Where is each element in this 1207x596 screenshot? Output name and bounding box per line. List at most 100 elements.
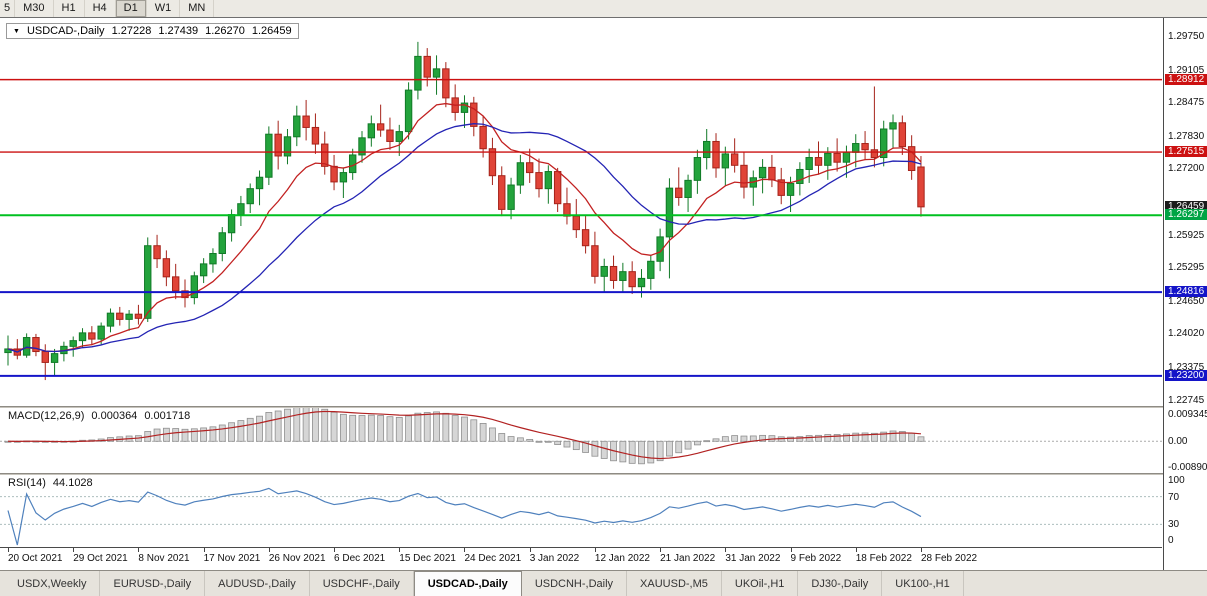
candle-body	[190, 275, 199, 299]
timeframe-button-d1[interactable]: D1	[115, 0, 147, 17]
panel-splitter-rsi[interactable]	[0, 473, 1207, 475]
candle-body	[805, 157, 813, 170]
timeframe-button-h1[interactable]: H1	[54, 0, 85, 17]
macd-histogram-bar	[395, 416, 403, 442]
candle-body	[265, 133, 273, 178]
macd-histogram-bar	[917, 436, 925, 442]
rsi-axis-label: 100	[1168, 475, 1185, 486]
macd-histogram-bar	[321, 408, 329, 442]
macd-histogram-bar	[367, 414, 375, 442]
candle-body	[218, 232, 226, 254]
macd-histogram-bar	[489, 427, 496, 442]
macd-histogram-bar	[200, 427, 208, 442]
candle-body	[917, 166, 925, 208]
chart-tab-dj30[interactable]: DJ30-,Daily	[798, 571, 883, 596]
macd-histogram-bar	[861, 432, 869, 442]
moving-average-line	[7, 102, 922, 353]
candle-body	[907, 146, 916, 172]
price-chart-canvas[interactable]	[0, 18, 1162, 407]
date-label: 29 Oct 2021	[73, 553, 128, 564]
candle-body	[740, 164, 748, 188]
macd-title: MACD(12,26,9)	[8, 410, 85, 422]
macd-histogram-bar	[274, 410, 282, 442]
macd-histogram-bar	[442, 412, 450, 442]
time-axis-tick	[660, 548, 662, 552]
time-axis-tick	[920, 548, 922, 552]
time-axis-tick	[464, 548, 466, 552]
rsi-indicator-canvas[interactable]	[0, 475, 1162, 546]
macd-histogram-bar	[638, 440, 645, 465]
macd-histogram-bar	[666, 440, 673, 457]
chart-tab-uk100[interactable]: UK100-,H1	[882, 571, 964, 596]
macd-histogram-bar	[889, 430, 897, 442]
price-line-badge: 1.28912	[1165, 73, 1207, 85]
price-axis[interactable]: 1.29750 1.29105 1.28475 1.27830 1.27200 1.259…	[1163, 18, 1207, 570]
candle-body	[535, 172, 543, 190]
macd-histogram-bar	[684, 440, 692, 450]
chart-tab-xauusd[interactable]: XAUUSD-,M5	[627, 571, 722, 596]
time-axis-tick	[594, 548, 596, 552]
timeframe-button-5[interactable]: 5	[0, 0, 16, 17]
panel-splitter-macd[interactable]	[0, 406, 1207, 408]
macd-histogram-bar	[675, 440, 683, 454]
candle-body	[339, 172, 348, 183]
macd-histogram-bar	[516, 437, 524, 442]
candle-body	[647, 260, 655, 279]
candle-body	[237, 203, 245, 216]
time-axis-tick	[399, 548, 401, 552]
macd-histogram-bar	[302, 408, 310, 442]
macd-histogram-bar	[693, 440, 701, 446]
timeframe-button-m30[interactable]: M30	[15, 0, 54, 17]
price-axis-label: 1.27200	[1168, 163, 1205, 175]
macd-histogram-bar	[349, 414, 357, 442]
macd-histogram-bar	[805, 435, 813, 442]
ohlc-close-value: 1.26459	[251, 25, 292, 37]
macd-indicator-canvas[interactable]	[0, 408, 1162, 473]
timeframe-button-h4[interactable]: H4	[85, 0, 116, 17]
candle-body	[703, 140, 711, 159]
chart-tab-eurusd[interactable]: EURUSD-,Daily	[100, 571, 206, 596]
candle-body	[786, 182, 795, 196]
macd-histogram-bar	[712, 438, 720, 442]
timeframe-button-w1[interactable]: W1	[147, 0, 181, 17]
candle-body	[852, 143, 860, 153]
macd-histogram-bar	[796, 436, 804, 442]
price-axis-label: 1.24650	[1168, 295, 1205, 307]
chart-tab-audusd[interactable]: AUDUSD-,Daily	[205, 571, 310, 596]
chart-tab-usdcad[interactable]: USDCAD-,Daily	[413, 571, 522, 596]
macd-histogram-bar	[870, 432, 878, 442]
rsi-axis-label: 70	[1168, 491, 1180, 503]
candle-body	[600, 265, 608, 277]
chart-tab-usdchf[interactable]: USDCHF-,Daily	[310, 571, 414, 596]
time-axis[interactable]: 20 Oct 2021 29 Oct 2021 8 Nov 2021 17 Nov 2…	[0, 547, 1162, 570]
collapse-indicator-icon[interactable]: ▼	[13, 27, 20, 35]
candle-body	[246, 188, 254, 205]
chart-tab-usdx[interactable]: USDX,Weekly	[4, 571, 101, 596]
candle-body	[665, 187, 674, 238]
macd-histogram-bar	[312, 408, 319, 442]
ohlc-low-value: 1.26270	[205, 25, 245, 37]
macd-histogram-bar	[181, 428, 189, 442]
candle-body	[22, 337, 31, 356]
macd-histogram-bar	[833, 434, 841, 442]
chart-tab-ukoil[interactable]: UKOil-,H1	[722, 571, 799, 596]
macd-histogram-bar	[600, 440, 608, 459]
candle-body	[488, 148, 497, 177]
macd-axis-label: 0.00	[1168, 436, 1188, 448]
candle-body	[889, 122, 897, 130]
candle-body	[134, 313, 143, 319]
macd-histogram-bar	[330, 411, 338, 442]
timeframe-button-mn[interactable]: MN	[180, 0, 215, 17]
price-line-badge: 1.23200	[1165, 369, 1207, 381]
chart-tab-usdcnh[interactable]: USDCNH-,Daily	[522, 571, 628, 596]
rsi-label: RSI(14) 44.1028	[8, 477, 93, 489]
candle-body	[507, 184, 515, 210]
macd-histogram-bar	[572, 440, 580, 451]
candle-body	[470, 102, 478, 127]
price-line-badge: 1.26459	[1165, 200, 1207, 212]
date-label: 18 Feb 2022	[855, 553, 912, 564]
candle-body	[50, 353, 59, 363]
candle-body	[656, 236, 664, 262]
ohlc-open-value: 1.27228	[111, 25, 152, 37]
